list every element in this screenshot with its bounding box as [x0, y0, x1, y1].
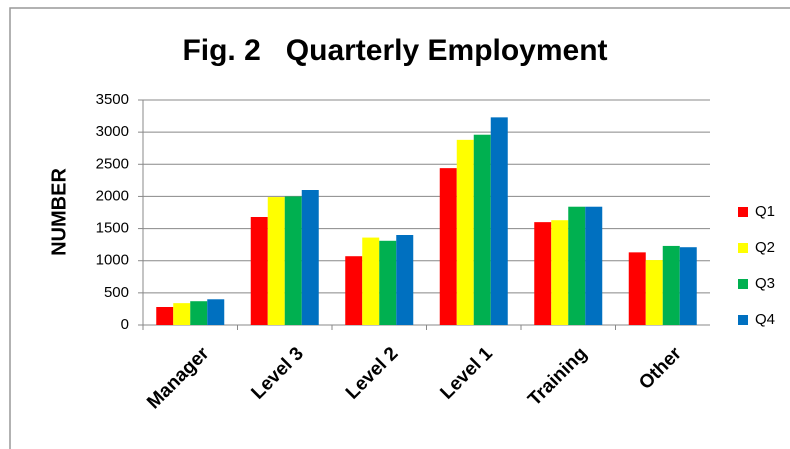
legend-swatch [738, 315, 748, 325]
bar [585, 206, 603, 325]
bar [156, 307, 174, 325]
legend-swatch [738, 243, 748, 253]
y-tick-label: 1500 [96, 220, 129, 237]
bar [362, 237, 380, 325]
y-tick-label: 500 [104, 284, 129, 301]
x-tick-label: Level 1 [436, 343, 497, 404]
legend-label: Q1 [755, 203, 775, 220]
bar [173, 303, 191, 325]
y-tick-label: 3500 [96, 91, 129, 108]
x-tick-label: Other [635, 343, 686, 394]
chart-title: Fig. 2 Quarterly Employment [182, 34, 607, 67]
x-tick-label: Manager [143, 343, 214, 414]
bar [490, 117, 508, 325]
bar [379, 240, 397, 325]
legend-swatch [738, 279, 748, 289]
y-axis-label: NUMBER [48, 168, 70, 256]
bar [250, 217, 268, 325]
legend-label: Q3 [755, 275, 775, 292]
bar [207, 299, 225, 325]
bar [551, 220, 569, 325]
bar [473, 134, 491, 325]
y-tick-label: 3000 [96, 123, 129, 140]
bar [662, 245, 680, 325]
x-tick-label: Level 2 [342, 343, 402, 403]
y-tick-label: 2500 [96, 155, 129, 172]
x-tick-label: Training [524, 343, 591, 410]
legend-swatch [738, 207, 748, 217]
bar [396, 235, 414, 325]
legend-label: Q2 [755, 239, 775, 256]
x-tick-label: Level 3 [247, 343, 307, 403]
y-tick-label: 0 [121, 316, 129, 333]
y-tick-label: 1000 [96, 252, 129, 269]
y-tick-label: 2000 [96, 187, 129, 204]
bar [628, 252, 646, 325]
bar [267, 197, 285, 325]
bar [345, 256, 363, 325]
legend-label: Q4 [755, 311, 775, 328]
bar [190, 301, 208, 325]
bar [679, 247, 697, 325]
chart-frame [9, 7, 790, 449]
bar [645, 260, 663, 325]
bar [301, 190, 319, 325]
bar [456, 139, 474, 325]
bar [439, 168, 457, 325]
bar [534, 222, 552, 325]
bar [568, 206, 586, 325]
bar [284, 196, 302, 325]
